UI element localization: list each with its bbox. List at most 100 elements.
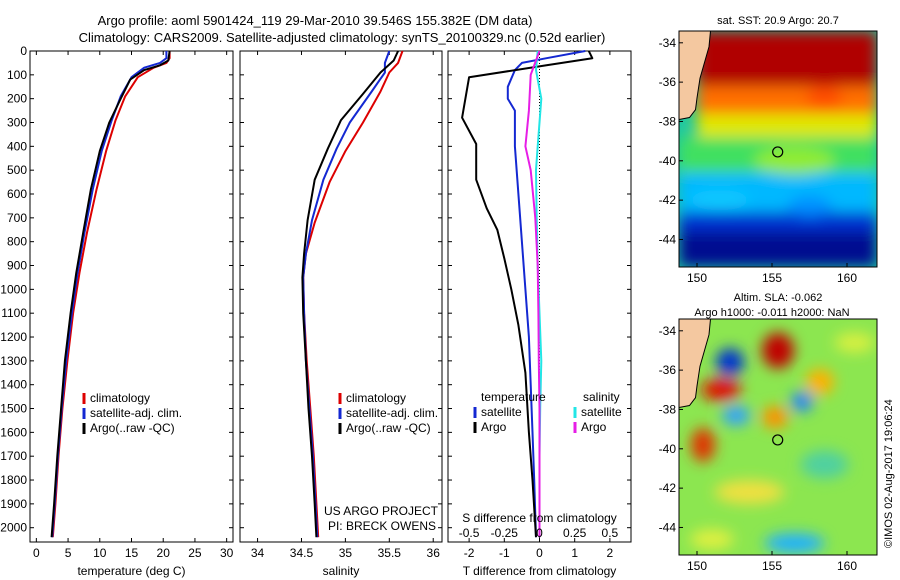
sst_map-xtick-label: 160 [837, 271, 857, 285]
sst_map-ytick-label: -38 [659, 114, 677, 128]
temperature-xtick-label: 20 [157, 546, 171, 560]
sst_map-field-feature [689, 190, 750, 211]
sst_map-xtick-label: 155 [762, 271, 782, 285]
depth-tick-label: 100 [7, 68, 27, 82]
sst_map-xtick-label: 150 [687, 271, 707, 285]
sst_map-field-feature [754, 146, 835, 175]
temperature-xtick-label: 0 [33, 546, 40, 560]
difference-xtick-label: 1 [571, 546, 578, 560]
salinity-xtick-label: 35.5 [378, 546, 402, 560]
sst_map-field-band [697, 31, 877, 87]
depth-tick-label: 300 [7, 116, 27, 130]
difference-xlabel: T difference from climatology [463, 564, 617, 578]
sst-map: 150 155 160 -34 -36 -38 -40 -42 -44 sat. SST: 20.… [659, 15, 878, 285]
legend-label: satellite [581, 405, 622, 419]
sst_map-ytick-label: -36 [659, 75, 677, 89]
depth-tick-label: 1800 [0, 473, 27, 487]
s-tick-label: 0.5 [602, 526, 619, 540]
legend-title-temperature: temperature [481, 390, 546, 404]
sla_map-ytick-label: -42 [659, 481, 677, 495]
s-tick-label: 0 [536, 526, 543, 540]
header-line-2: Climatology: CARS2009. Satellite-adjuste… [79, 30, 606, 45]
depth-tick-label: 800 [7, 235, 27, 249]
sla-map: 150 155 160 -34 -36 -38 -40 -42 -44 Altim. SLA: -… [659, 292, 878, 573]
legend-label: climatology [90, 391, 150, 405]
series-line-argo-raw-qc- [50, 50, 171, 538]
sla_map-field-feature [690, 529, 734, 550]
annotation-pi: PI: BRECK OWENS [328, 519, 436, 533]
salinity-xlabel: salinity [323, 564, 360, 578]
sla_map-xtick-label: 160 [837, 559, 857, 573]
sla_map-ytick-label: -44 [659, 520, 677, 534]
profile-location-marker [772, 434, 784, 446]
sla_map-field [679, 319, 877, 555]
s-tick-label: -0.25 [491, 526, 519, 540]
temperature-xtick-label: 15 [125, 546, 139, 560]
depth-tick-label: 1700 [0, 449, 27, 463]
temperature-xtick-label: 25 [188, 546, 202, 560]
sst_map-ytick-label: -40 [659, 154, 677, 168]
sla_map-xtick-label: 150 [687, 559, 707, 573]
sla_map-subtitle: Argo h1000: -0.011 h2000: NaN [694, 307, 849, 319]
series-line-salinity-argo [524, 50, 541, 538]
s-tick-label: 0.25 [563, 526, 587, 540]
depth-tick-label: 0 [20, 44, 27, 58]
legend-label: satellite [481, 405, 522, 419]
difference-xtick-label: 0 [536, 546, 543, 560]
sla_map-field-feature [701, 378, 741, 401]
legend-label: Argo [581, 420, 607, 434]
legend-label: Argo(..raw -QC) [90, 421, 175, 435]
s-tick-label: -0.5 [459, 526, 480, 540]
s-axis-label: S difference from climatology [462, 511, 617, 525]
annotation-project: US ARGO PROJECT [324, 504, 439, 518]
difference-xtick-label: 2 [607, 546, 614, 560]
series-line-satellite-adj-clim- [302, 50, 391, 538]
sla_map-blobs [690, 332, 875, 554]
temperature-xtick-label: 30 [220, 546, 234, 560]
sla_map-ytick-label: -34 [659, 324, 677, 338]
profile-location-marker [772, 146, 784, 158]
legend-label: Argo(..raw -QC) [346, 421, 431, 435]
depth-tick-label: 2000 [0, 521, 27, 535]
depth-tick-label: 1900 [0, 497, 27, 511]
sla_map-field-feature [834, 332, 875, 353]
footer-credit: ©IMOS 02-Aug-2017 19:06:24 [883, 399, 895, 548]
series-line-temperature-argo [461, 50, 594, 538]
temperature-frame [29, 50, 234, 543]
depth-tick-label: 1300 [0, 354, 27, 368]
sla_map-field-feature [716, 348, 744, 377]
salinity-xtick-label: 35 [339, 546, 353, 560]
sst_map-field-band [697, 113, 877, 138]
sst_map-field-feature [787, 196, 832, 217]
depth-tick-label: 1500 [0, 402, 27, 416]
sst_map-frame [678, 30, 878, 268]
legend-label: climatology [346, 391, 406, 405]
series-line-temperature-satellite [506, 50, 586, 538]
legend-title-salinity: salinity [583, 390, 620, 404]
difference-profile-chart: -2 -1 0 1 2 T difference from climatology -0.5… [447, 50, 632, 578]
sla_map-field-feature [722, 405, 750, 426]
depth-tick-label: 200 [7, 92, 27, 106]
temperature-xtick-label: 5 [65, 546, 72, 560]
legend-label: satellite-adj. clim. [346, 406, 438, 420]
header-line-1: Argo profile: aoml 5901424_119 29-Mar-20… [98, 13, 533, 28]
temperature-profile-chart: 0100200300400500600700800900100011001200… [0, 44, 233, 578]
salinity-xtick-label: 34.5 [290, 546, 314, 560]
sla_map-ytick-label: -40 [659, 442, 677, 456]
series-line-climatology [302, 50, 404, 538]
salinity-profile-chart: 34 34.5 35 35.5 36 salinity climatologysatelli… [239, 50, 443, 578]
sst_map-field-band [697, 86, 877, 114]
temperature-xtick-label: 10 [93, 546, 107, 560]
salinity-xtick-label: 34 [251, 546, 265, 560]
depth-tick-label: 400 [7, 139, 27, 153]
depth-tick-label: 600 [7, 187, 27, 201]
sla_map-field-feature [791, 391, 813, 412]
depth-tick-label: 1100 [1, 306, 27, 320]
sst_map-title: sat. SST: 20.9 Argo: 20.7 [717, 15, 839, 27]
temperature-xlabel: temperature (deg C) [77, 564, 185, 578]
depth-tick-label: 700 [7, 211, 27, 225]
depth-tick-label: 1400 [0, 378, 27, 392]
difference-xtick-label: -2 [464, 546, 475, 560]
depth-tick-label: 1200 [0, 330, 27, 344]
